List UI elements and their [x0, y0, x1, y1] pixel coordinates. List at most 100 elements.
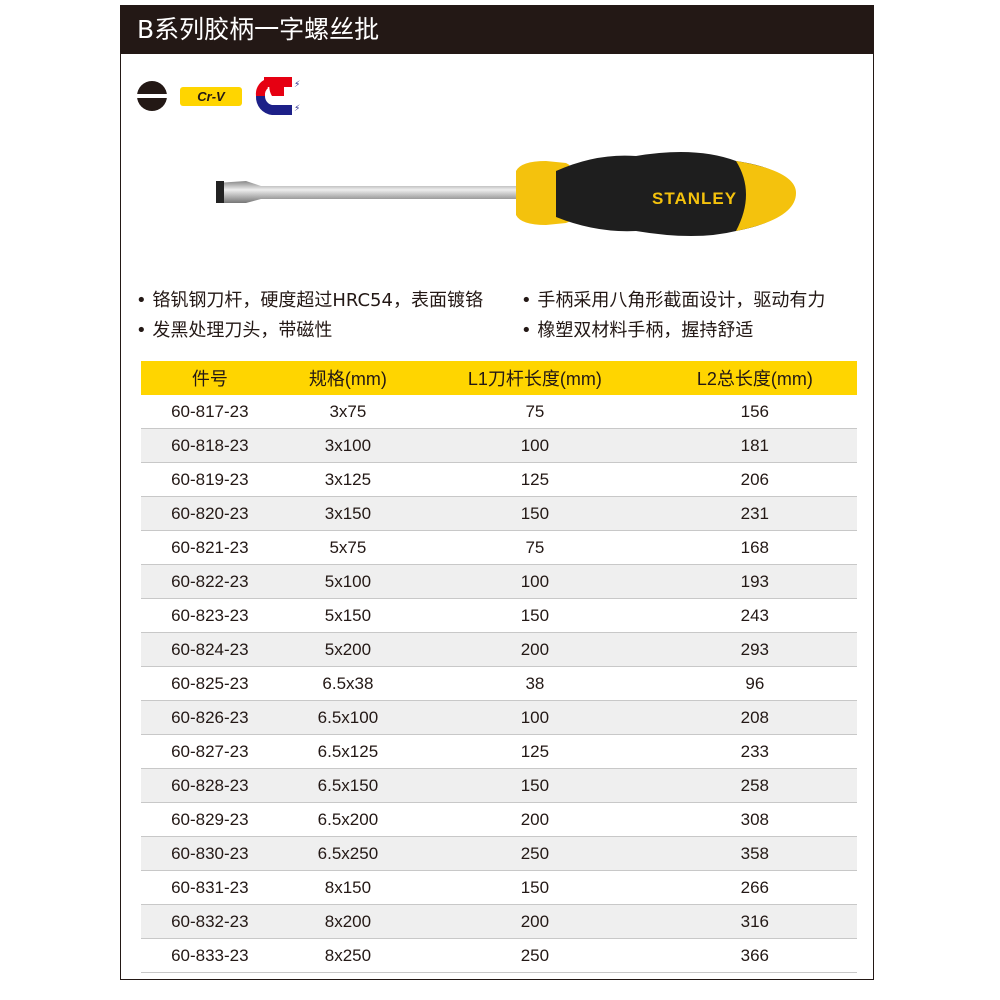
table-cell: 96	[652, 666, 857, 701]
table-cell: 156	[652, 395, 857, 429]
table-cell: 5x150	[278, 598, 418, 633]
magnet-icon: ⚡⚡	[255, 77, 300, 115]
table-cell: 243	[652, 598, 857, 633]
table-cell: 60-823-23	[141, 598, 279, 633]
feature-item: • 铬钒钢刀杆，硬度超过HRC54，表面镀铬	[136, 290, 483, 311]
table-cell: 6.5x200	[278, 802, 418, 837]
table-cell: 6.5x125	[278, 734, 418, 769]
table-row: 60-817-23 3x75 75 156	[141, 395, 857, 429]
table-cell: 293	[652, 632, 857, 667]
table-cell: 193	[652, 564, 857, 599]
table-cell: 3x150	[278, 496, 418, 531]
feature-item: • 发黑处理刀头，带磁性	[136, 320, 333, 341]
table-cell: 125	[417, 462, 653, 497]
table-cell: 206	[652, 462, 857, 497]
svg-text:⚡: ⚡	[294, 80, 300, 90]
product-sheet: B系列胶柄一字螺丝批 Cr-V ⚡ ⚡ STANLEY • 铬钒钢刀杆，硬度超过H…	[120, 5, 874, 980]
feature-item: • 橡塑双材料手柄，握持舒适	[521, 320, 754, 341]
table-cell: 266	[652, 870, 857, 905]
table-cell: 6.5x250	[278, 836, 418, 871]
table-cell: 366	[652, 938, 857, 973]
table-row: 60-818-23 3x100 100 181	[141, 428, 857, 463]
table-cell: 6.5x150	[278, 768, 418, 803]
table-cell: 60-830-23	[141, 836, 279, 871]
table-cell: 150	[417, 598, 653, 633]
crv-badge: Cr-V	[180, 86, 242, 106]
brand-logo: STANLEY	[652, 189, 737, 208]
table-cell: 60-826-23	[141, 700, 279, 735]
table-cell: 125	[417, 734, 653, 769]
table-cell: 3x100	[278, 428, 418, 463]
table-row: 60-830-23 6.5x250 250 358	[141, 836, 857, 871]
table-cell: 8x200	[278, 904, 418, 939]
table-cell: 208	[652, 700, 857, 735]
table-cell: 168	[652, 530, 857, 565]
table-cell: 181	[652, 428, 857, 463]
table-row: 60-823-23 5x150 150 243	[141, 598, 857, 633]
table-cell: 60-828-23	[141, 768, 279, 803]
table-cell: 250	[417, 836, 653, 871]
table-row: 60-826-23 6.5x100 100 208	[141, 700, 857, 735]
feature-icons: Cr-V ⚡ ⚡	[136, 76, 306, 116]
table-cell: 60-827-23	[141, 734, 279, 769]
table-row: 60-832-23 8x200 200 316	[141, 904, 857, 939]
feature-item: • 手柄采用八角形截面设计，驱动有力	[521, 290, 826, 311]
header-spec: 规格(mm)	[278, 361, 418, 395]
table-row: 60-821-23 5x75 75 168	[141, 530, 857, 565]
table-cell: 316	[652, 904, 857, 939]
table-cell: 258	[652, 768, 857, 803]
table-cell: 100	[417, 428, 653, 463]
table-row: 60-828-23 6.5x150 150 258	[141, 768, 857, 803]
table-cell: 8x250	[278, 938, 418, 973]
table-cell: 60-822-23	[141, 564, 279, 599]
table-cell: 6.5x100	[278, 700, 418, 735]
page-title: B系列胶柄一字螺丝批	[121, 6, 873, 54]
table-cell: 60-818-23	[141, 428, 279, 463]
table-cell: 60-819-23	[141, 462, 279, 497]
header-l2: L2总长度(mm)	[652, 361, 857, 395]
table-cell: 3x125	[278, 462, 418, 497]
table-cell: 150	[417, 496, 653, 531]
table-row: 60-833-23 8x250 250 366	[141, 938, 857, 973]
table-cell: 100	[417, 564, 653, 599]
table-cell: 75	[417, 395, 653, 429]
table-cell: 60-831-23	[141, 870, 279, 905]
table-row: 60-829-23 6.5x200 200 308	[141, 802, 857, 837]
table-cell: 60-825-23	[141, 666, 279, 701]
table-cell: 60-829-23	[141, 802, 279, 837]
table-cell: 60-820-23	[141, 496, 279, 531]
table-cell: 200	[417, 904, 653, 939]
table-cell: 8x150	[278, 870, 418, 905]
table-cell: 200	[417, 802, 653, 837]
table-cell: 60-817-23	[141, 395, 279, 429]
table-cell: 5x100	[278, 564, 418, 599]
table-cell: 38	[417, 666, 653, 701]
table-cell: 5x75	[278, 530, 418, 565]
table-cell: 5x200	[278, 632, 418, 667]
header-l1: L1刀杆长度(mm)	[417, 361, 653, 395]
table-cell: 75	[417, 530, 653, 565]
table-cell: 200	[417, 632, 653, 667]
table-cell: 100	[417, 700, 653, 735]
spec-table: 件号 规格(mm) L1刀杆长度(mm) L2总长度(mm) 60-817-23…	[141, 361, 857, 973]
table-cell: 358	[652, 836, 857, 871]
table-row: 60-819-23 3x125 125 206	[141, 462, 857, 497]
table-cell: 233	[652, 734, 857, 769]
table-cell: 150	[417, 870, 653, 905]
table-cell: 60-833-23	[141, 938, 279, 973]
table-cell: 60-824-23	[141, 632, 279, 667]
svg-text:⚡: ⚡	[294, 104, 300, 114]
table-row: 60-827-23 6.5x125 125 233	[141, 734, 857, 769]
table-cell: 6.5x38	[278, 666, 418, 701]
table-row: 60-822-23 5x100 100 193	[141, 564, 857, 599]
header-part-no: 件号	[141, 361, 279, 395]
table-cell: 60-821-23	[141, 530, 279, 565]
table-row: 60-824-23 5x200 200 293	[141, 632, 857, 667]
table-cell: 3x75	[278, 395, 418, 429]
table-cell: 60-832-23	[141, 904, 279, 939]
table-row: 60-825-23 6.5x38 38 96	[141, 666, 857, 701]
slotted-tip-icon	[136, 81, 168, 111]
table-cell: 231	[652, 496, 857, 531]
table-cell: 308	[652, 802, 857, 837]
table-row: 60-831-23 8x150 150 266	[141, 870, 857, 905]
